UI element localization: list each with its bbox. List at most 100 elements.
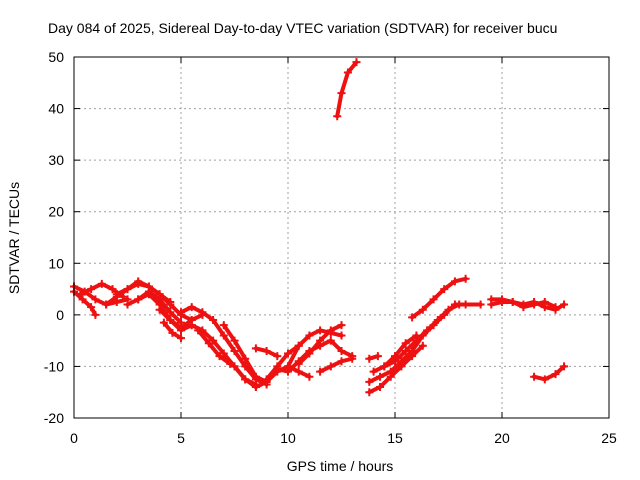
data-point <box>294 359 303 368</box>
data-point <box>198 308 207 317</box>
series-track-25 <box>365 300 485 386</box>
data-point <box>412 331 421 340</box>
data-point <box>401 339 410 348</box>
chart-title: Day 084 of 2025, Sidereal Day-to-day VTE… <box>48 20 557 36</box>
data-point <box>219 321 228 330</box>
data-point <box>365 377 374 386</box>
data-point <box>551 303 560 312</box>
series-track-22 <box>333 58 361 121</box>
data-point <box>219 331 228 340</box>
data-point <box>91 295 100 304</box>
data-point <box>391 352 399 361</box>
data-series <box>70 58 569 397</box>
series-trace <box>157 307 194 333</box>
data-point <box>444 305 453 314</box>
series-trace <box>532 364 567 382</box>
data-point <box>498 297 506 306</box>
data-point <box>348 354 357 363</box>
x-tick-label: 5 <box>177 430 185 446</box>
data-point <box>487 300 496 309</box>
data-point <box>187 303 196 312</box>
data-point <box>294 341 303 350</box>
y-axis-label: SDTVAR / TECUs <box>6 182 22 294</box>
x-axis-label: GPS time / hours <box>287 458 394 474</box>
data-point <box>166 308 175 317</box>
series-trace <box>382 333 419 369</box>
data-point <box>134 295 143 304</box>
data-point <box>450 277 459 286</box>
data-point <box>230 336 239 345</box>
data-point <box>418 305 427 314</box>
data-point <box>144 290 153 299</box>
data-point <box>273 352 282 361</box>
x-tick-label: 25 <box>601 430 617 446</box>
data-point <box>273 365 282 374</box>
data-point <box>155 305 164 314</box>
series-trace <box>264 343 301 382</box>
data-point <box>251 344 260 353</box>
data-point <box>215 352 224 361</box>
data-point <box>262 375 271 384</box>
data-point <box>226 359 235 368</box>
series-track-28 <box>408 274 470 322</box>
data-point <box>326 362 335 371</box>
y-tick-label: 20 <box>48 204 64 220</box>
data-point <box>177 326 185 335</box>
data-point <box>455 300 464 309</box>
data-point <box>284 362 292 371</box>
data-point <box>369 367 378 376</box>
data-point <box>337 357 346 366</box>
data-point <box>408 313 417 322</box>
data-point <box>540 297 549 306</box>
data-point <box>91 310 100 319</box>
plot-frame <box>73 56 610 419</box>
data-point <box>476 300 485 309</box>
series-trace <box>221 323 269 384</box>
data-point <box>316 367 325 376</box>
axis-ticks: 0 5 10 15 20 25 -20 -10 0 10 20 30 40 50 <box>44 49 617 446</box>
data-point <box>230 346 239 355</box>
series-track-16 <box>251 344 282 361</box>
data-point <box>316 336 325 345</box>
data-point <box>177 308 185 317</box>
data-point <box>123 285 132 294</box>
y-tick-label: 30 <box>48 152 64 168</box>
data-point <box>337 321 346 330</box>
data-point <box>294 367 303 376</box>
data-point <box>560 300 569 309</box>
series-track-12 <box>194 326 235 368</box>
y-tick-label: -20 <box>44 410 64 426</box>
data-point <box>284 349 292 358</box>
data-point <box>519 303 528 312</box>
data-point <box>241 354 250 363</box>
data-point <box>219 349 228 358</box>
series-trace <box>318 356 355 374</box>
data-point <box>78 295 87 304</box>
data-point <box>508 297 517 306</box>
data-point <box>530 372 539 381</box>
data-point <box>433 316 442 325</box>
data-point <box>251 383 260 392</box>
x-tick-label: 15 <box>387 430 403 446</box>
series-track-24 <box>365 341 427 397</box>
data-point <box>123 300 132 309</box>
data-point <box>168 328 177 337</box>
data-point <box>87 285 96 294</box>
data-point <box>305 349 314 358</box>
data-point <box>423 326 432 335</box>
series-track-31 <box>530 362 569 384</box>
data-point <box>305 372 314 381</box>
data-point <box>352 58 361 67</box>
series-track-23 <box>365 352 382 363</box>
data-point <box>209 336 218 345</box>
data-point <box>204 339 213 348</box>
x-tick-label: 10 <box>280 430 296 446</box>
data-point <box>530 300 539 309</box>
data-point <box>333 112 342 121</box>
data-point <box>326 326 335 335</box>
data-point <box>166 316 175 325</box>
data-point <box>386 367 395 376</box>
y-tick-label: 40 <box>48 101 64 117</box>
data-point <box>159 318 168 327</box>
series-track-30 <box>487 297 560 312</box>
